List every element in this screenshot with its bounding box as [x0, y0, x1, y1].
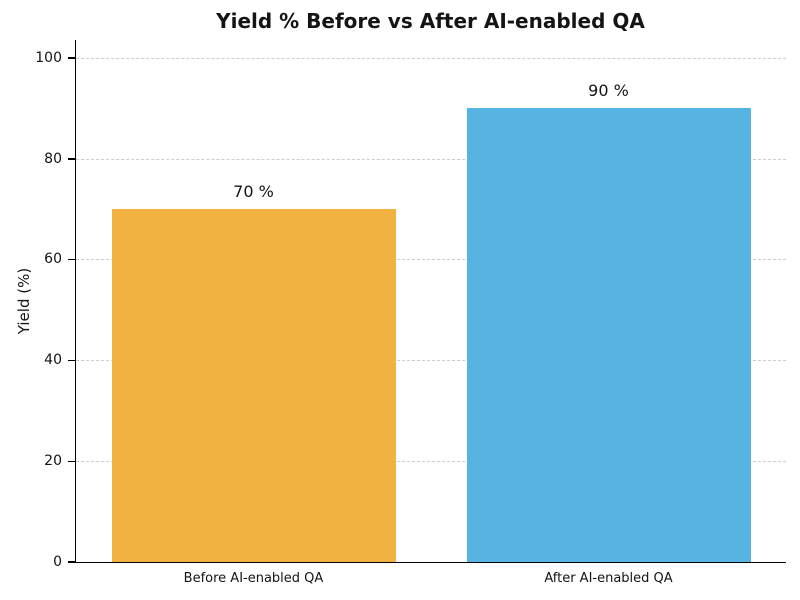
bar-value-label: 90 %	[588, 81, 629, 101]
plot-area: 0 20 40 60 80 100 70 % Before AI-enabled QA 90 %…	[35, 40, 786, 586]
y-axis-title: Yield (%)	[15, 267, 33, 335]
y-tick-mark	[68, 57, 76, 59]
y-tick-mark	[68, 359, 76, 362]
y-tick-mark	[68, 157, 76, 160]
y-tick-label: 0	[53, 554, 62, 570]
y-tick-label: 40	[44, 352, 62, 369]
x-tick-label: After AI-enabled QA	[544, 571, 673, 586]
x-tick-label: Before AI-enabled QA	[183, 571, 324, 586]
gridline	[76, 158, 786, 160]
bar-value-label: 70 %	[233, 181, 274, 201]
chart-title: Yield % Before vs After AI-enabled QA	[216, 9, 645, 33]
y-tick-label: 60	[44, 251, 62, 268]
gridline	[76, 57, 786, 59]
bar	[466, 108, 751, 562]
y-tick-mark	[68, 561, 76, 563]
y-tick-label: 20	[44, 453, 62, 470]
gridline	[76, 259, 786, 261]
y-tick-mark	[68, 258, 76, 261]
y-tick-mark	[68, 460, 76, 463]
y-tick-label: 80	[44, 150, 62, 167]
gridline	[76, 461, 786, 463]
gridline	[76, 360, 786, 362]
bar	[111, 208, 396, 562]
y-tick-label: 100	[35, 49, 62, 66]
